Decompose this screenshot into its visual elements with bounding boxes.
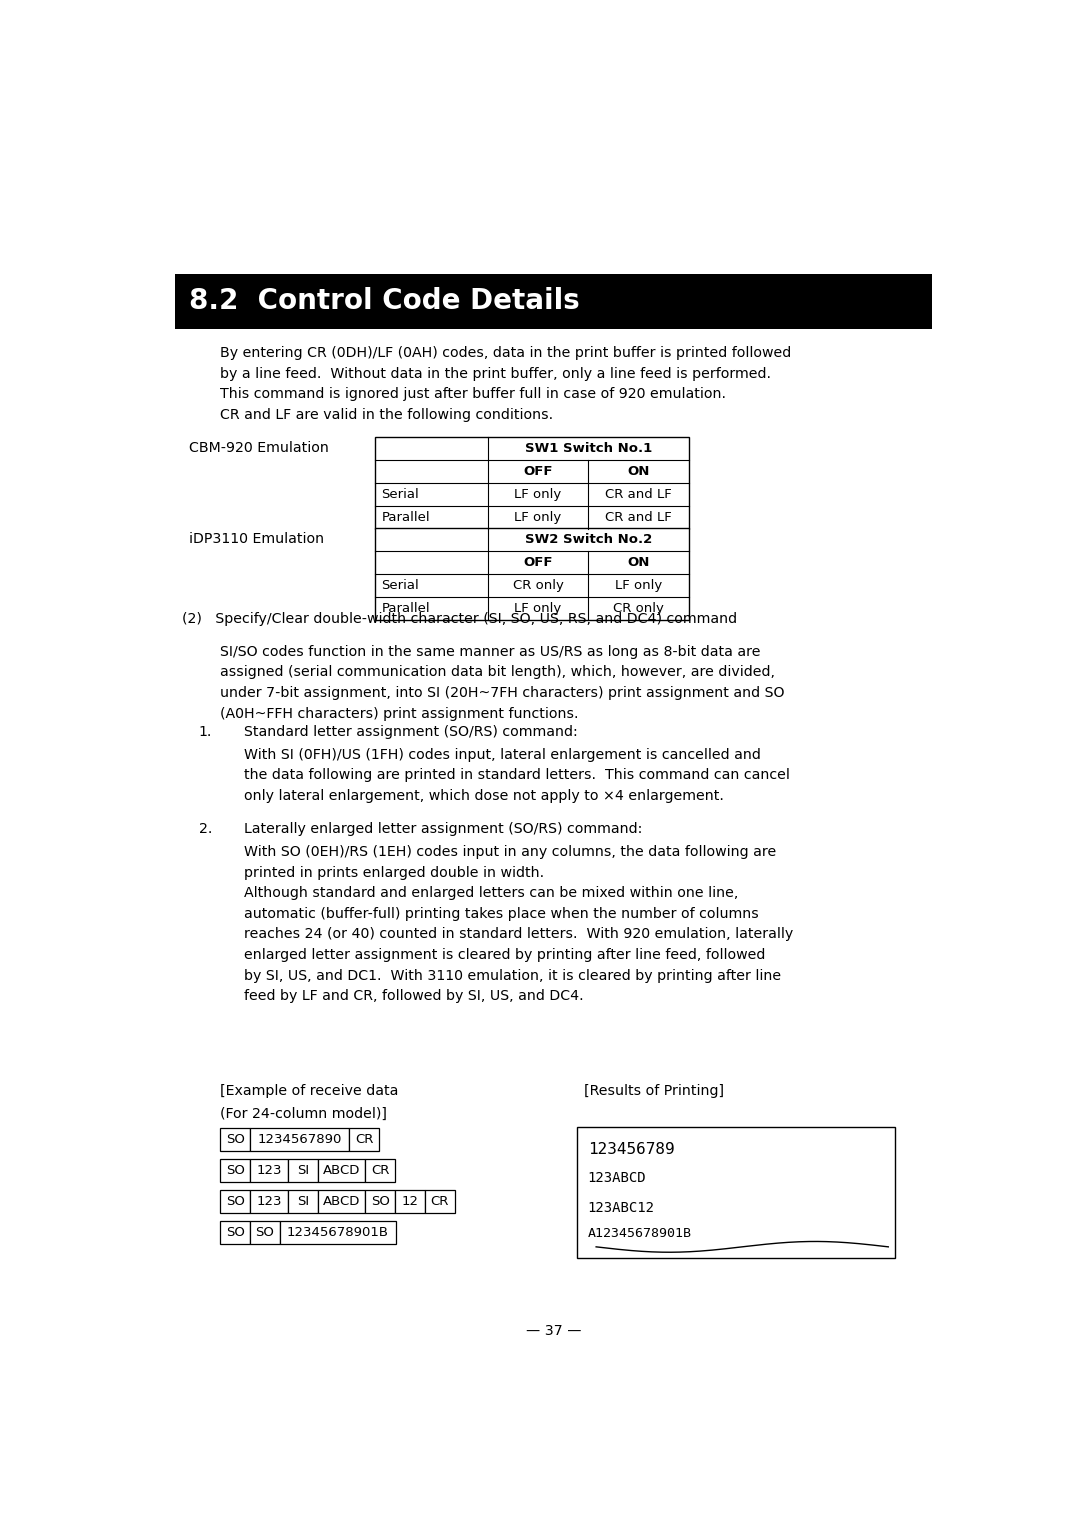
Bar <box>220 1128 249 1151</box>
Text: SW1 Switch No.1: SW1 Switch No.1 <box>525 442 652 454</box>
Text: iDP3110 Emulation: iDP3110 Emulation <box>189 532 324 546</box>
Text: ON: ON <box>627 465 650 479</box>
Text: With SI (0FH)/US (1FH) codes input, lateral enlargement is cancelled and
the dat: With SI (0FH)/US (1FH) codes input, late… <box>243 748 789 803</box>
Text: ABCD: ABCD <box>323 1164 361 1177</box>
Bar <box>349 1128 379 1151</box>
Bar <box>220 1220 249 1243</box>
Bar <box>220 1190 249 1212</box>
Text: Parallel: Parallel <box>381 511 430 524</box>
Text: 8.2  Control Code Details: 8.2 Control Code Details <box>189 287 580 315</box>
Text: 1.: 1. <box>199 725 212 739</box>
Text: 123456789: 123456789 <box>588 1142 674 1157</box>
Text: 2.: 2. <box>199 821 212 836</box>
Text: [Results of Printing]: [Results of Printing] <box>584 1084 725 1098</box>
Text: 12345678901B: 12345678901B <box>287 1226 389 1238</box>
Bar <box>220 1159 249 1182</box>
Text: (2)   Specify/Clear double-width character (SI, SO, US, RS, and DC4) command: (2) Specify/Clear double-width character… <box>181 613 737 627</box>
Text: (For 24-column model)]: (For 24-column model)] <box>220 1107 387 1121</box>
Text: ABCD: ABCD <box>323 1196 361 1208</box>
Text: SO: SO <box>226 1226 244 1238</box>
Text: SI: SI <box>297 1196 309 1208</box>
Bar <box>424 1190 455 1212</box>
Text: SO: SO <box>256 1226 274 1238</box>
Text: CR only: CR only <box>613 602 664 615</box>
Text: By entering CR (0DH)/LF (0AH) codes, data in the print buffer is printed followe: By entering CR (0DH)/LF (0AH) codes, dat… <box>220 346 792 422</box>
Bar <box>288 1159 319 1182</box>
Bar <box>365 1159 395 1182</box>
Text: 12: 12 <box>402 1196 418 1208</box>
Text: LF only: LF only <box>514 488 562 502</box>
Text: SO: SO <box>226 1164 244 1177</box>
Text: CR and LF: CR and LF <box>606 511 672 524</box>
Text: Laterally enlarged letter assignment (SO/RS) command:: Laterally enlarged letter assignment (SO… <box>243 821 642 836</box>
Text: Serial: Serial <box>381 579 419 592</box>
Text: SO: SO <box>226 1133 244 1147</box>
Text: CR: CR <box>355 1133 374 1147</box>
Text: LF only: LF only <box>616 579 662 592</box>
Text: 123: 123 <box>256 1196 282 1208</box>
Bar <box>375 437 689 529</box>
Bar <box>249 1220 280 1243</box>
Text: LF only: LF only <box>514 602 562 615</box>
Text: Parallel: Parallel <box>381 602 430 615</box>
Text: OFF: OFF <box>523 557 553 569</box>
Text: A12345678901B: A12345678901B <box>588 1226 691 1240</box>
Text: SW2 Switch No.2: SW2 Switch No.2 <box>525 532 652 546</box>
Bar <box>319 1159 365 1182</box>
Text: (1)   Command for Line Feed After Printing (CR/LF): (1) Command for Line Feed After Printing… <box>181 313 538 327</box>
Bar <box>395 1190 424 1212</box>
Bar <box>375 528 689 621</box>
Bar <box>249 1190 288 1212</box>
Text: CR only: CR only <box>513 579 564 592</box>
Bar <box>577 1127 894 1258</box>
Text: 1234567890: 1234567890 <box>257 1133 341 1147</box>
Text: — 37 —: — 37 — <box>526 1324 581 1338</box>
Bar <box>280 1220 396 1243</box>
Text: With SO (0EH)/RS (1EH) codes input in any columns, the data following are
printe: With SO (0EH)/RS (1EH) codes input in an… <box>243 846 793 1003</box>
Bar <box>249 1128 349 1151</box>
Text: SO: SO <box>370 1196 390 1208</box>
Text: CR and LF: CR and LF <box>606 488 672 502</box>
Text: SI: SI <box>297 1164 309 1177</box>
Bar <box>365 1190 395 1212</box>
Text: SO: SO <box>226 1196 244 1208</box>
Text: [Example of receive data: [Example of receive data <box>220 1084 399 1098</box>
Text: SI/SO codes function in the same manner as US/RS as long as 8-bit data are
assig: SI/SO codes function in the same manner … <box>220 645 785 720</box>
Text: Standard letter assignment (SO/RS) command:: Standard letter assignment (SO/RS) comma… <box>243 725 577 739</box>
Bar <box>249 1159 288 1182</box>
Bar <box>175 274 932 329</box>
Bar <box>288 1190 319 1212</box>
Text: 123ABC12: 123ABC12 <box>588 1200 654 1214</box>
Text: ON: ON <box>627 557 650 569</box>
Text: CR: CR <box>431 1196 449 1208</box>
Text: Serial: Serial <box>381 488 419 502</box>
Text: 123: 123 <box>256 1164 282 1177</box>
Bar <box>319 1190 365 1212</box>
Text: OFF: OFF <box>523 465 553 479</box>
Text: CBM-920 Emulation: CBM-920 Emulation <box>189 440 329 454</box>
Text: LF only: LF only <box>514 511 562 524</box>
Text: 123ABCD: 123ABCD <box>588 1171 646 1185</box>
Text: CR: CR <box>372 1164 390 1177</box>
